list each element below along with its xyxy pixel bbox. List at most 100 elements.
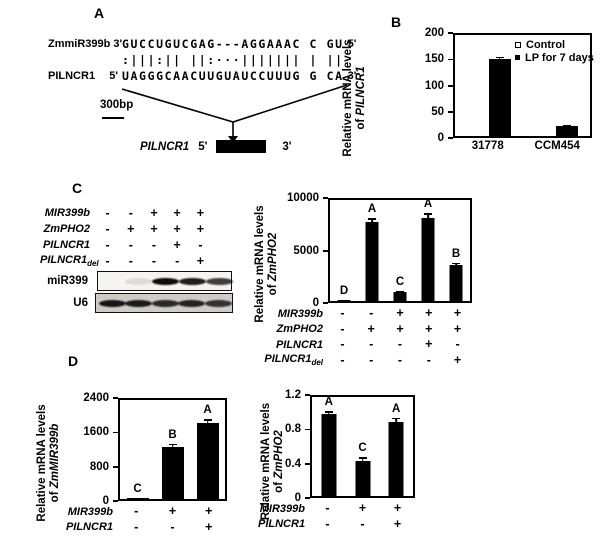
condition-row: MIR399b - + + <box>258 501 498 517</box>
y-axis-label-line1: Relative mRNA levels <box>342 39 354 157</box>
plus-minus-sign: - <box>170 519 175 534</box>
y-tick-label: 10000 <box>287 192 319 204</box>
plus-minus-sign: + <box>367 321 375 336</box>
plot-area: D A C A B <box>328 198 472 303</box>
y-axis-label-gene: ZmMIR399b <box>48 423 61 489</box>
y-tick-label: 150 <box>424 53 444 66</box>
gene-subscript: del <box>311 358 323 368</box>
y-tick-label: 0.8 <box>285 423 301 436</box>
panel-b-label: B <box>391 14 402 30</box>
transcript-diagram: PILNCR1 5' 3' <box>140 140 291 153</box>
bar <box>421 218 435 301</box>
construct-row: PILNCR1del - - - - + <box>40 253 212 269</box>
match-row: :|||:|| ||:···||||||| | || <box>48 52 356 68</box>
plus-minus-sign: - <box>128 254 133 268</box>
y-tick-label: 5000 <box>293 244 319 257</box>
condition-gene-label: MIR399b <box>35 506 113 518</box>
y-tick-mark <box>323 197 328 199</box>
condition-signs: - + + <box>118 505 227 518</box>
mir399-blot-label: miR399 <box>47 275 88 287</box>
significance-letter: A <box>324 396 333 409</box>
y-tick-mark <box>448 58 453 61</box>
error-bar <box>452 262 460 267</box>
bar <box>388 421 404 496</box>
x-condition-table: MIR399b - + + PILNCR1- - + <box>258 501 498 532</box>
panel-d-label: D <box>68 353 79 369</box>
construct-row: ZmPHO2 - + + + + <box>40 221 212 237</box>
plus-minus-sign: + <box>196 206 205 220</box>
bar <box>126 498 149 499</box>
scale-bar-label: 300bp <box>100 99 134 111</box>
plus-minus-sign: + <box>150 222 158 236</box>
bar-slot <box>455 35 523 136</box>
y-axis: 0 5000 10000 <box>250 192 328 309</box>
plus-minus-sign: + <box>196 222 205 236</box>
x-category-label: 31778 <box>471 140 504 152</box>
u6-blot-label: U6 <box>73 297 88 309</box>
y-tick-label: 1.2 <box>285 389 301 401</box>
bar <box>488 58 511 136</box>
y-tick-mark <box>323 249 328 252</box>
mirna-row: ZmmiR399b 3' GUCCUGUCGAG---AGGAAAC C GU … <box>48 36 356 52</box>
y-tick-mark <box>113 431 118 434</box>
plus-minus-sign: - <box>397 352 403 367</box>
error-bar <box>424 213 432 223</box>
y-tick-mark <box>305 428 310 431</box>
bar <box>161 447 184 499</box>
gene-name: PILNCR1 <box>65 521 113 534</box>
transcript-3prime: 3' <box>282 140 292 153</box>
plus-minus-sign: - <box>198 238 203 252</box>
construct-signs: - - - + - <box>96 238 212 252</box>
bar <box>556 125 579 136</box>
y-axis: 0 50 100 150 200 <box>336 27 453 144</box>
condition-signs: - - + + + <box>328 307 472 320</box>
plus-minus-sign: - <box>340 306 345 321</box>
gene-name: PILNCR1 <box>275 338 323 351</box>
lncrna-3prime: 3' <box>347 70 357 82</box>
plus-minus-sign: - <box>369 306 374 321</box>
error-bar <box>203 419 212 426</box>
gene-name: ZmPHO2 <box>43 223 90 235</box>
gene-name: MIR399b <box>259 502 305 515</box>
condition-signs: - - + <box>310 516 415 531</box>
gel-band <box>125 277 153 285</box>
y-axis: 0 800 1600 2400 <box>35 392 118 507</box>
condition-row: PILNCR1 - - + <box>35 520 265 536</box>
x-axis-labels: 31778 CCM454 <box>453 140 592 152</box>
filled-square-icon <box>515 55 520 60</box>
plus-minus-sign: + <box>150 206 158 220</box>
plus-minus-sign: - <box>105 254 110 268</box>
condition-signs: - - - - + <box>328 352 472 367</box>
y-axis-label-gene: ZmPHO2 <box>272 430 285 479</box>
plus-minus-sign: - <box>325 516 330 531</box>
gel-band <box>178 299 205 307</box>
legend-row: Control <box>515 38 594 51</box>
plus-minus-sign: - <box>340 321 345 336</box>
bar <box>393 291 407 301</box>
plus-minus-sign: + <box>393 501 402 516</box>
legend-label: Control <box>526 38 566 51</box>
y-tick-label: 200 <box>424 27 444 39</box>
bar-slot: A <box>379 397 413 496</box>
construct-signs: - - - - + <box>96 254 212 268</box>
significance-letter: A <box>367 203 377 216</box>
y-tick-mark <box>448 84 453 87</box>
gel-band <box>151 299 179 307</box>
condition-gene-label: MIR399b <box>258 503 305 515</box>
significance-letter: C <box>395 275 405 288</box>
plus-minus-sign: - <box>128 206 133 220</box>
y-tick-label: 0 <box>312 297 319 309</box>
y-axis-label-prefix: of <box>354 115 367 130</box>
gel-band <box>205 277 233 285</box>
condition-row: PILNCR1 - - - + - <box>250 337 510 353</box>
construct-row: MIR399b - - + + + <box>40 205 212 221</box>
chart-zmpho2-coexpression: 0 5000 10000 Relative mRNA levels of ZmPHO2 D… <box>250 185 510 375</box>
plus-minus-sign: - <box>455 337 460 352</box>
plus-minus-sign: + <box>453 352 462 367</box>
gel-band <box>204 299 232 307</box>
transcript-5prime: 5' <box>198 140 208 153</box>
legend: Control LP for 7 days <box>515 38 594 64</box>
y-tick-mark <box>323 302 328 304</box>
plus-minus-sign: - <box>105 238 110 252</box>
y-tick-mark <box>305 394 310 396</box>
